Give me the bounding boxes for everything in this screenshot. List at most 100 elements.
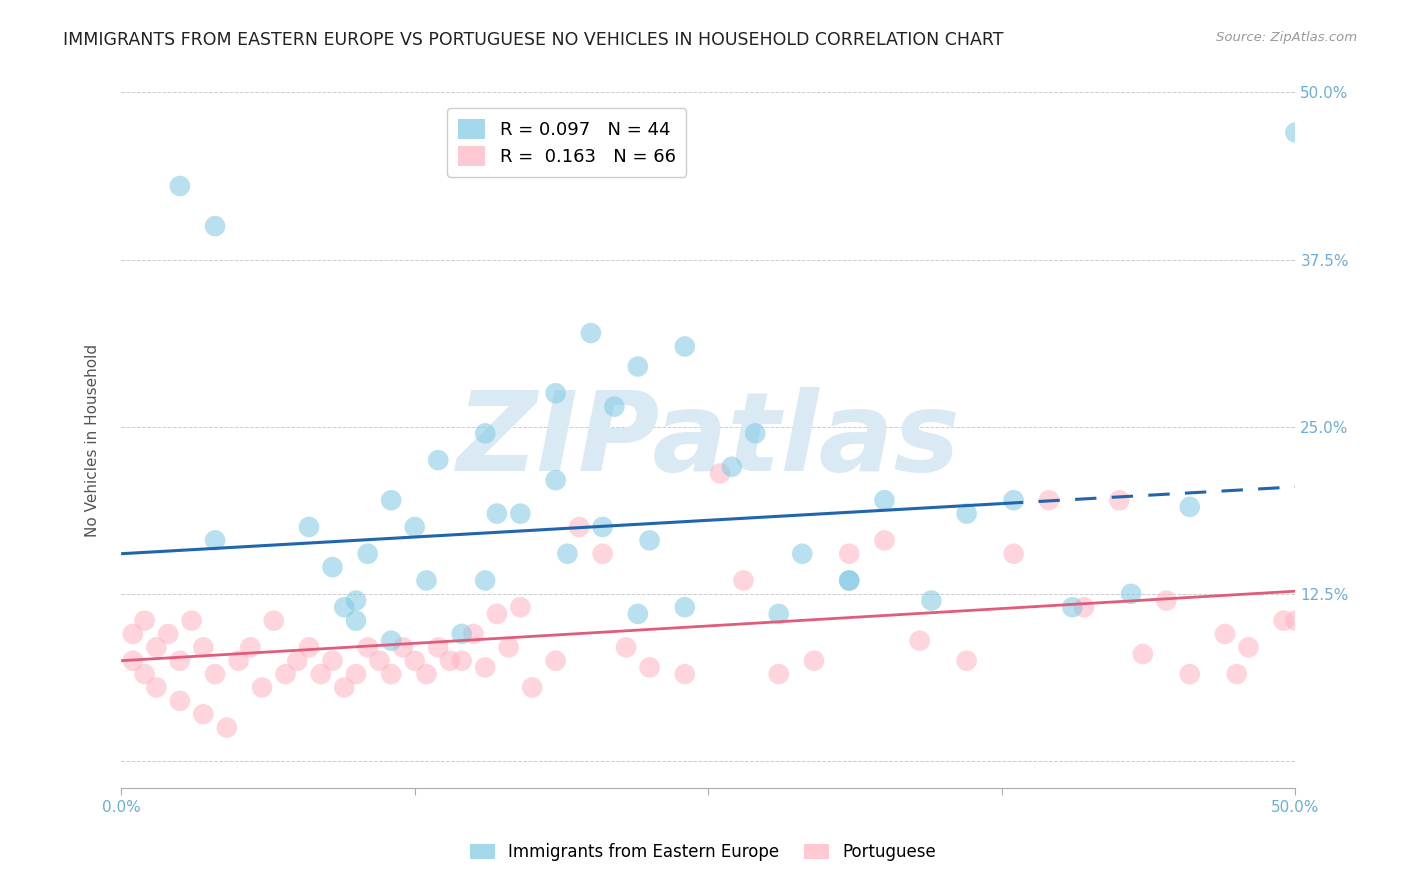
Point <box>673 600 696 615</box>
Point <box>509 507 531 521</box>
Point <box>498 640 520 655</box>
Point <box>357 640 380 655</box>
Point <box>485 507 508 521</box>
Point <box>204 219 226 233</box>
Point <box>709 467 731 481</box>
Point <box>509 600 531 615</box>
Point <box>415 667 437 681</box>
Point <box>520 681 543 695</box>
Point <box>838 574 860 588</box>
Point <box>1213 627 1236 641</box>
Point <box>733 574 755 588</box>
Point <box>474 660 496 674</box>
Point <box>768 667 790 681</box>
Point <box>392 640 415 655</box>
Point <box>321 560 343 574</box>
Point <box>592 547 614 561</box>
Point <box>344 593 367 607</box>
Point <box>627 359 650 374</box>
Legend: R = 0.097   N = 44, R =  0.163   N = 66: R = 0.097 N = 44, R = 0.163 N = 66 <box>447 108 686 177</box>
Point <box>263 614 285 628</box>
Point <box>920 593 942 607</box>
Legend: Immigrants from Eastern Europe, Portuguese: Immigrants from Eastern Europe, Portugue… <box>463 837 943 868</box>
Point <box>638 533 661 548</box>
Point <box>169 654 191 668</box>
Point <box>1002 493 1025 508</box>
Point <box>298 640 321 655</box>
Point <box>1132 647 1154 661</box>
Point <box>1038 493 1060 508</box>
Point <box>380 667 402 681</box>
Point <box>1284 614 1306 628</box>
Point <box>720 459 742 474</box>
Point <box>908 633 931 648</box>
Point <box>122 627 145 641</box>
Point <box>1073 600 1095 615</box>
Point <box>180 614 202 628</box>
Point <box>122 654 145 668</box>
Point <box>134 614 156 628</box>
Point <box>169 694 191 708</box>
Point <box>357 547 380 561</box>
Point <box>134 667 156 681</box>
Point <box>568 520 591 534</box>
Point <box>427 453 450 467</box>
Point <box>309 667 332 681</box>
Point <box>157 627 180 641</box>
Point <box>404 654 426 668</box>
Text: Source: ZipAtlas.com: Source: ZipAtlas.com <box>1216 31 1357 45</box>
Point <box>145 681 167 695</box>
Point <box>544 473 567 487</box>
Point <box>803 654 825 668</box>
Point <box>768 607 790 621</box>
Point <box>485 607 508 621</box>
Point <box>1119 587 1142 601</box>
Point <box>145 640 167 655</box>
Point <box>792 547 814 561</box>
Point <box>544 654 567 668</box>
Point <box>1178 667 1201 681</box>
Point <box>344 667 367 681</box>
Point <box>592 520 614 534</box>
Point <box>956 507 979 521</box>
Point <box>250 681 273 695</box>
Point <box>215 721 238 735</box>
Point <box>1062 600 1084 615</box>
Point <box>380 633 402 648</box>
Point <box>1272 614 1295 628</box>
Point <box>368 654 391 668</box>
Point <box>956 654 979 668</box>
Point <box>193 640 215 655</box>
Point <box>1178 500 1201 514</box>
Point <box>744 426 766 441</box>
Point <box>1156 593 1178 607</box>
Point <box>415 574 437 588</box>
Point <box>557 547 579 561</box>
Point <box>673 667 696 681</box>
Point <box>1108 493 1130 508</box>
Point <box>274 667 297 681</box>
Point <box>450 627 472 641</box>
Point <box>1226 667 1249 681</box>
Point <box>193 707 215 722</box>
Point <box>603 400 626 414</box>
Point <box>439 654 461 668</box>
Point <box>673 339 696 353</box>
Point <box>873 533 896 548</box>
Point <box>579 326 602 340</box>
Point <box>450 654 472 668</box>
Point <box>474 574 496 588</box>
Y-axis label: No Vehicles in Household: No Vehicles in Household <box>86 343 100 537</box>
Point <box>239 640 262 655</box>
Text: IMMIGRANTS FROM EASTERN EUROPE VS PORTUGUESE NO VEHICLES IN HOUSEHOLD CORRELATIO: IMMIGRANTS FROM EASTERN EUROPE VS PORTUG… <box>63 31 1004 49</box>
Point <box>1284 126 1306 140</box>
Point <box>638 660 661 674</box>
Point <box>838 547 860 561</box>
Point <box>204 533 226 548</box>
Point <box>169 178 191 193</box>
Point <box>463 627 485 641</box>
Text: ZIPatlas: ZIPatlas <box>457 386 960 493</box>
Point <box>204 667 226 681</box>
Point <box>380 493 402 508</box>
Point <box>1237 640 1260 655</box>
